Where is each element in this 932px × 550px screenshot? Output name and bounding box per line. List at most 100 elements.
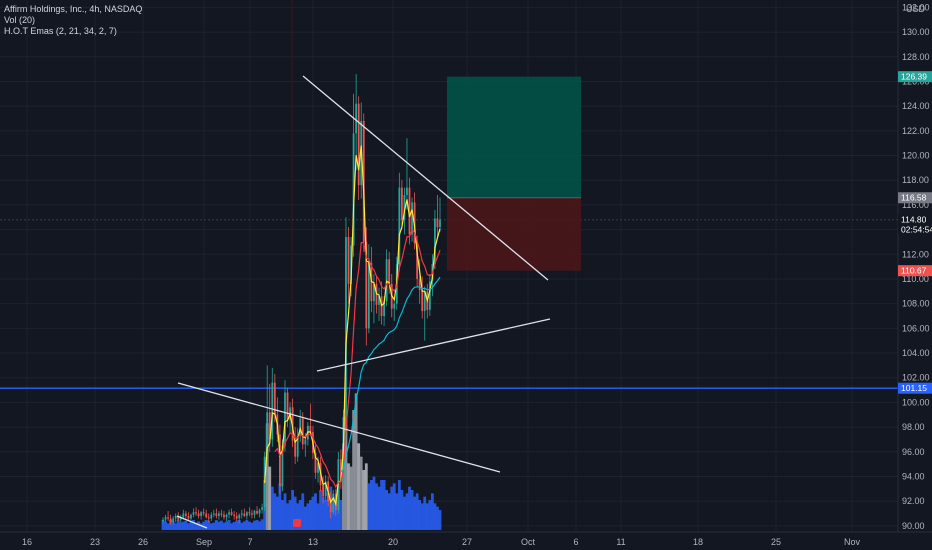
candle-body bbox=[200, 512, 203, 516]
candle-body bbox=[192, 512, 195, 515]
candle-body bbox=[301, 418, 304, 445]
trendline-2[interactable] bbox=[177, 382, 501, 473]
long-position-tool[interactable] bbox=[447, 76, 581, 271]
volume-bar bbox=[420, 503, 424, 530]
volume-bar bbox=[408, 486, 411, 530]
time-tick-label: 13 bbox=[308, 537, 318, 547]
target-zone[interactable] bbox=[447, 76, 581, 198]
volume-bar bbox=[344, 416, 348, 530]
candle-body bbox=[294, 440, 297, 457]
candle-body bbox=[421, 290, 424, 312]
candle-body bbox=[245, 512, 248, 516]
candle-body bbox=[210, 514, 213, 519]
price-tag bbox=[898, 382, 932, 394]
price-tag-label: 101.15 bbox=[901, 383, 927, 393]
price-tick-label: 92.00 bbox=[902, 496, 925, 506]
time-tick-label: 16 bbox=[22, 537, 32, 547]
price-tick-label: 108.00 bbox=[902, 299, 930, 309]
price-tick-label: 98.00 bbox=[902, 422, 925, 432]
time-tick-label: 20 bbox=[388, 537, 398, 547]
candle-body bbox=[235, 515, 238, 519]
volume-bar bbox=[268, 466, 272, 530]
candle-body bbox=[286, 392, 289, 420]
candle-body bbox=[393, 303, 396, 309]
volume-bar bbox=[375, 483, 378, 530]
volume-bar bbox=[291, 490, 295, 530]
time-tick-label: 27 bbox=[462, 537, 472, 547]
candle-body bbox=[179, 517, 182, 520]
volume-bar bbox=[222, 522, 226, 530]
candle-body bbox=[261, 507, 264, 510]
price-tag-label: 110.67 bbox=[901, 266, 927, 276]
time-tick-label: 18 bbox=[693, 537, 703, 547]
symbol-title[interactable]: Affirm Holdings, Inc., 4h, NASDAQ bbox=[4, 4, 143, 14]
ema-indicator-label[interactable]: H.O.T Emas (2, 21, 34, 2, 7) bbox=[4, 26, 117, 36]
candle-body bbox=[385, 259, 388, 302]
time-tick-label: Nov bbox=[844, 537, 861, 547]
volume-indicator-label[interactable]: Vol (20) bbox=[4, 15, 36, 25]
candle-body bbox=[367, 262, 370, 329]
trendline-1[interactable] bbox=[302, 75, 549, 281]
volume-bar bbox=[184, 520, 188, 530]
volume-bar bbox=[296, 503, 300, 530]
candle-body bbox=[408, 187, 411, 235]
candle-body bbox=[212, 513, 215, 515]
time-tick-label: 25 bbox=[771, 537, 781, 547]
ema-fast-line bbox=[264, 145, 441, 507]
trendline-3[interactable] bbox=[176, 515, 208, 529]
time-tick-label: 23 bbox=[90, 537, 100, 547]
stop-zone[interactable] bbox=[447, 197, 581, 271]
volume-bar bbox=[281, 500, 284, 530]
ema-mid-line bbox=[274, 229, 441, 489]
volume-bar bbox=[171, 521, 175, 530]
candle-body bbox=[205, 513, 208, 518]
volume-bar bbox=[387, 493, 391, 530]
candle-body bbox=[240, 513, 243, 515]
candle-body bbox=[398, 187, 401, 265]
time-tick-label: Oct bbox=[521, 537, 536, 547]
price-tick-label: 122.00 bbox=[902, 126, 930, 136]
candle-body bbox=[347, 236, 350, 284]
price-tick-label: 100.00 bbox=[902, 397, 930, 407]
ema-lines bbox=[264, 145, 441, 507]
volume-bar bbox=[235, 520, 239, 530]
trendlines[interactable] bbox=[176, 75, 551, 529]
volume-bar bbox=[207, 520, 211, 530]
volume-bar bbox=[425, 503, 429, 530]
volume-bar bbox=[255, 520, 259, 530]
candle-body bbox=[256, 511, 258, 514]
volume-bar bbox=[342, 443, 345, 530]
candle-body bbox=[223, 514, 225, 518]
currency-label[interactable]: USD bbox=[906, 4, 926, 14]
volume-bar bbox=[275, 496, 279, 530]
volume-bar bbox=[369, 480, 373, 530]
candle-body bbox=[233, 514, 236, 516]
candle-body bbox=[411, 202, 413, 235]
volume-bar bbox=[250, 522, 254, 530]
volume-bar bbox=[166, 523, 170, 530]
candle-body bbox=[164, 517, 167, 520]
volume-bar bbox=[278, 483, 282, 530]
candle-body bbox=[357, 103, 360, 186]
price-tag bbox=[898, 71, 932, 83]
volume-bar bbox=[314, 493, 317, 530]
trendline-4[interactable] bbox=[316, 318, 551, 372]
volume-bar bbox=[362, 470, 366, 530]
time-axis[interactable]: 16 23 26 Sep 7 13 20 27 Oct 6 11 18 25 Nov bbox=[0, 531, 932, 550]
candle-body bbox=[291, 407, 294, 441]
volume-bar bbox=[364, 463, 368, 530]
volume-bar bbox=[298, 500, 302, 530]
time-tick-label: 6 bbox=[573, 537, 578, 547]
volume-bar bbox=[270, 486, 274, 530]
volume-bar bbox=[187, 523, 190, 530]
price-tick-label: 94.00 bbox=[902, 471, 925, 481]
volume-bar bbox=[242, 521, 246, 530]
volume-bar bbox=[321, 496, 325, 530]
volume-bar bbox=[438, 510, 442, 530]
price-tag bbox=[898, 192, 932, 204]
volume-bar bbox=[181, 521, 185, 530]
volume-bar bbox=[260, 519, 264, 530]
candle-body bbox=[225, 514, 228, 518]
candle-body bbox=[322, 485, 325, 497]
